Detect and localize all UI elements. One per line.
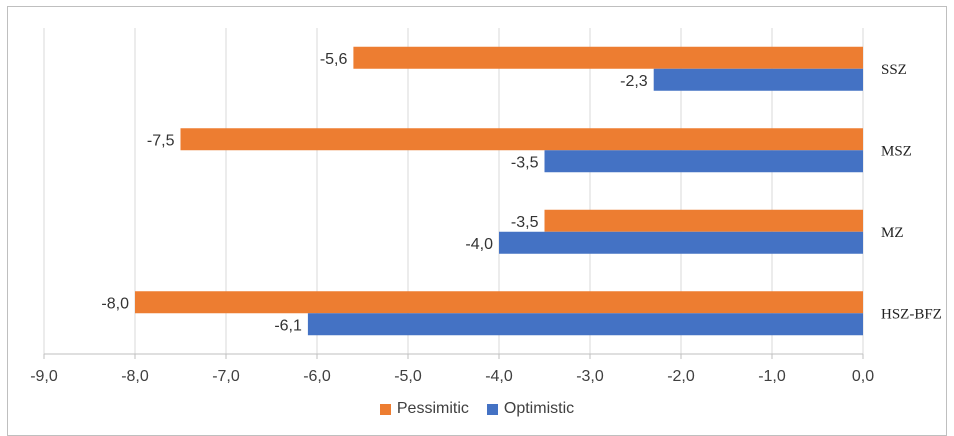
x-tick-label: -9,0 bbox=[30, 368, 58, 385]
legend: Pessimitic Optimistic bbox=[0, 400, 954, 418]
legend-swatch-pessimitic bbox=[379, 403, 391, 415]
bar-optimistic-msz bbox=[544, 150, 863, 173]
x-tick-label: -1,0 bbox=[758, 368, 786, 385]
data-label: -5,6 bbox=[320, 51, 348, 68]
legend-label-pessimitic: Pessimitic bbox=[396, 400, 469, 417]
bars bbox=[135, 46, 863, 336]
legend-item-optimistic: Optimistic bbox=[486, 400, 575, 418]
data-label: -6,1 bbox=[274, 317, 302, 334]
category-labels: SSZ MSZ MZ HSZ-BFZ bbox=[881, 62, 942, 323]
bar-pessimitic-ssz bbox=[353, 46, 863, 69]
bar-chart: -5,6 -2,3 -7,5 -3,5 -3,5 -4,0 -8,0 -6,1 -9,0 -8,… bbox=[30, 28, 942, 385]
data-label: -4,0 bbox=[465, 236, 493, 253]
x-tick-label: -4,0 bbox=[485, 368, 513, 385]
x-tick-label: -2,0 bbox=[667, 368, 695, 385]
legend-item-pessimitic: Pessimitic bbox=[379, 400, 469, 418]
data-labels: -5,6 -2,3 -7,5 -3,5 -3,5 -4,0 -8,0 -6,1 bbox=[101, 51, 647, 335]
bar-optimistic-mz bbox=[499, 231, 863, 254]
x-tick-label: -8,0 bbox=[121, 368, 149, 385]
data-label: -3,5 bbox=[511, 154, 539, 171]
bar-pessimitic-hsz-bfz bbox=[135, 291, 863, 314]
data-label: -7,5 bbox=[147, 132, 175, 149]
category-label: MSZ bbox=[881, 143, 912, 159]
x-tick-label: -3,0 bbox=[576, 368, 604, 385]
x-tick-label: -6,0 bbox=[303, 368, 331, 385]
x-tick-label: -7,0 bbox=[212, 368, 240, 385]
bar-pessimitic-mz bbox=[544, 209, 863, 232]
category-label: SSZ bbox=[881, 62, 907, 78]
legend-label-optimistic: Optimistic bbox=[503, 400, 575, 417]
category-label: MZ bbox=[881, 225, 904, 241]
bar-optimistic-ssz bbox=[653, 68, 863, 91]
x-tick-label: -5,0 bbox=[394, 368, 422, 385]
bar-pessimitic-msz bbox=[180, 128, 863, 151]
bar-optimistic-hsz-bfz bbox=[307, 313, 863, 336]
legend-swatch-optimistic bbox=[486, 403, 498, 415]
data-label: -2,3 bbox=[620, 73, 648, 90]
x-tick-label: 0,0 bbox=[852, 368, 874, 385]
category-label: HSZ-BFZ bbox=[881, 306, 942, 322]
data-label: -3,5 bbox=[511, 214, 539, 231]
data-label: -8,0 bbox=[101, 295, 129, 312]
x-axis: -9,0 -8,0 -7,0 -6,0 -5,0 -4,0 -3,0 -2,0 -1,0 0,0 bbox=[30, 353, 874, 385]
